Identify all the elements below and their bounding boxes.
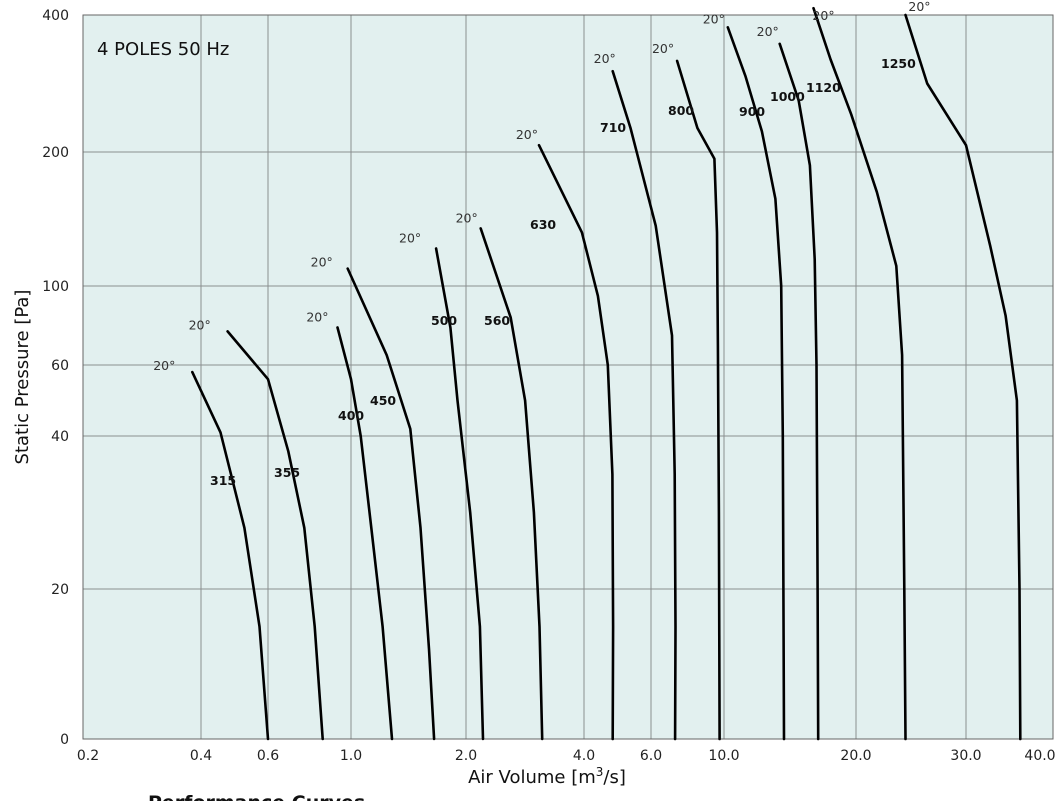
x-tick-label: 6.0	[640, 748, 662, 764]
curve-angle-label: 20°	[703, 11, 725, 26]
poles-annotation: 4 POLES 50 Hz	[97, 39, 229, 60]
y-axis-title: Static Pressure [Pa]	[12, 290, 33, 465]
fan-curve-900	[726, 26, 786, 741]
plot-area	[83, 15, 1053, 739]
x-tick-label: 40.0	[1024, 748, 1055, 764]
x-axis-title: Air Volume [m3/s]	[468, 765, 626, 788]
fan-curve-355	[226, 330, 324, 741]
curve-angle-label: 20°	[456, 210, 478, 225]
fan-curve-630	[537, 143, 615, 741]
curve-size-label: 315	[210, 473, 236, 488]
curve-size-label: 1120	[806, 80, 841, 95]
curve-angle-label: 20°	[153, 358, 175, 373]
y-tick-label: 200	[42, 145, 69, 161]
curve-size-label: 800	[668, 103, 694, 118]
curve-angle-label: 20°	[516, 127, 538, 142]
fan-curve-1250	[904, 13, 1022, 741]
fan-curve-500	[434, 247, 485, 741]
curve-angle-label: 20°	[652, 41, 674, 56]
curve-size-label: 1000	[770, 89, 805, 104]
curve-size-label: 560	[484, 313, 510, 328]
curve-angle-label: 20°	[189, 317, 211, 332]
fan-curve-315	[191, 370, 270, 741]
x-tick-label: 0.6	[257, 748, 279, 764]
fan-curves	[191, 6, 1022, 741]
fan-curve-800	[675, 59, 721, 741]
curve-angle-label: 20°	[908, 0, 930, 14]
curve-size-label: 1250	[881, 56, 916, 71]
x-tick-label: 20.0	[840, 748, 871, 764]
plot-frame	[82, 14, 1054, 740]
curve-size-label: 355	[274, 465, 300, 480]
curve-angle-label: 20°	[812, 8, 834, 23]
curve-size-label: 450	[370, 393, 396, 408]
curve-size-label: 630	[530, 217, 556, 232]
curve-angle-label: 20°	[306, 309, 328, 324]
curve-angle-label: 20°	[594, 51, 616, 66]
curve-size-label: 400	[338, 408, 364, 423]
curve-angle-label: 20°	[399, 230, 421, 245]
y-tick-label: 60	[51, 358, 69, 374]
curve-size-label: 710	[600, 120, 626, 135]
fan-curve-710	[611, 69, 677, 741]
x-tick-label: 4.0	[573, 748, 595, 764]
y-tick-label: 100	[42, 279, 69, 295]
chart-caption: Performance Curves	[148, 792, 365, 801]
x-tick-label: 30.0	[950, 748, 981, 764]
y-tick-label: 20	[51, 582, 69, 598]
x-tick-label: 2.0	[455, 748, 477, 764]
curve-size-label: 900	[739, 104, 765, 119]
y-tick-label: 40	[51, 429, 69, 445]
x-tick-label: 0.4	[190, 748, 212, 764]
y-tick-label: 400	[42, 8, 69, 24]
fan-curve-400	[336, 326, 394, 741]
fan-curve-1000	[778, 42, 820, 741]
fan-curve-1120	[812, 6, 907, 741]
curve-angle-label: 20°	[757, 24, 779, 39]
x-axis-ticks: 0.2 0.4 0.6 1.0 2.0 4.0 6.0 10.0 20.0 30.0 40.0	[77, 748, 1056, 764]
x-tick-label: 0.2	[77, 748, 99, 764]
curve-angle-label: 20°	[311, 255, 333, 270]
y-tick-label: 0	[60, 732, 69, 748]
x-tick-label: 1.0	[340, 748, 362, 764]
fan-curve-560	[479, 227, 544, 741]
curve-size-label: 500	[431, 313, 457, 328]
fan-curve-450	[346, 267, 436, 741]
x-tick-label: 10.0	[708, 748, 739, 764]
curve-labels: 315 20° 355 20° 400 20° 450 20° 500 20° 560 20° 630 2…	[153, 0, 930, 488]
